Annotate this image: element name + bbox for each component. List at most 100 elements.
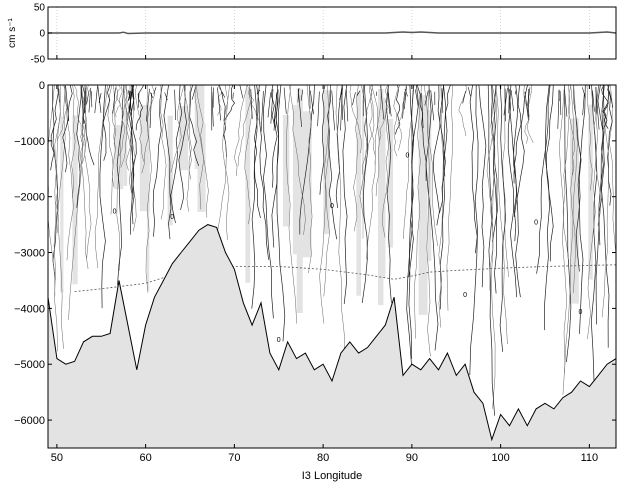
contour-shading (139, 104, 150, 212)
contour-line (423, 85, 439, 247)
contour-line (217, 85, 222, 116)
contour-line (478, 85, 487, 288)
contour-shading (377, 88, 384, 306)
contour-line-surface (404, 86, 407, 110)
contour-shading (60, 116, 64, 293)
contour-line-surface (97, 86, 102, 113)
contour-line (439, 85, 447, 310)
top-plot-frame (47, 6, 617, 60)
contour-line (586, 85, 593, 191)
contour-line-surface (421, 92, 424, 129)
contour-line-surface (356, 90, 361, 96)
contour-line-surface (221, 91, 226, 98)
contour-labels: 0 0 0 0 0 0 0 0 (113, 153, 583, 344)
contour-line-surface (260, 90, 264, 132)
contour-line (443, 85, 451, 177)
contour-line (381, 85, 390, 238)
contour-line-surface (174, 89, 176, 121)
contour-line (214, 85, 230, 248)
contour-line (507, 85, 518, 298)
contour-line-surface (65, 85, 70, 122)
contour-line (299, 85, 315, 235)
contour-line (564, 85, 572, 363)
contour-line (495, 85, 508, 345)
contour-line (152, 85, 163, 237)
contour-line-surface (582, 93, 585, 116)
contour-line (83, 85, 92, 259)
contour-line-surface (346, 89, 349, 122)
contour-line-surface (558, 90, 560, 101)
contour-line-surface (150, 92, 153, 98)
contour-label: 0 (170, 214, 174, 221)
contour-line-surface (164, 92, 168, 101)
contour-line-surface (149, 92, 152, 128)
contour-line-surface (88, 87, 91, 113)
contour-line-surface (146, 88, 150, 122)
contour-line-surface (595, 87, 600, 130)
contour-line (319, 85, 326, 195)
bottom-x-tick-label: 90 (406, 452, 418, 464)
bottom-panel: 0 0 0 0 0 0 0 0 0 −1000 −2000 −3000 −4000 −5000 −6000… (14, 80, 617, 482)
bottom-y-tick-label: −5000 (14, 359, 45, 371)
contour-shading (194, 85, 205, 169)
contour-line (369, 85, 376, 165)
contour-line (489, 85, 496, 291)
contour-line (125, 85, 132, 194)
contour-shading (356, 91, 362, 296)
contour-line (57, 85, 66, 349)
contour-line-surface (128, 91, 131, 101)
contour-line (52, 85, 59, 280)
contour-line (361, 85, 369, 304)
top-x-axis (56, 55, 590, 59)
contour-line-surface (267, 92, 271, 118)
contour-line-surface (524, 91, 529, 120)
contour-line-surface (211, 92, 214, 127)
contour-line-surface (112, 87, 116, 114)
contour-line-surface (430, 90, 435, 121)
contour-line-surface (250, 89, 253, 119)
contour-label: 0 (277, 337, 281, 344)
contour-line-surface (86, 89, 90, 105)
contour-line-surface (380, 85, 385, 120)
contour-line (564, 85, 578, 374)
contour-line (124, 85, 132, 171)
contour-line (270, 85, 278, 188)
contour-line-surface (467, 87, 471, 97)
contour-shading (323, 90, 330, 235)
bottom-y-tick-label: −6000 (14, 415, 45, 427)
contour-line (120, 85, 131, 168)
contour-line (544, 85, 550, 331)
contour-line (306, 85, 313, 274)
contour-line (513, 85, 522, 184)
contour-line-surface (424, 90, 429, 106)
contour-shading (114, 125, 124, 190)
velocity-line (48, 31, 616, 35)
contour-line (73, 85, 84, 142)
contour-shading (123, 105, 128, 187)
contour-line (366, 85, 382, 260)
contour-line (408, 85, 415, 359)
contour-line (223, 85, 236, 122)
contour-line-surface (341, 89, 343, 120)
contour-line (414, 85, 422, 339)
contour-line (256, 85, 269, 260)
contour-line-surface (402, 91, 405, 119)
contour-line-surface (559, 90, 562, 115)
contour-line-surface (414, 89, 419, 107)
contour-label: 0 (463, 292, 467, 299)
contour-line-surface (297, 87, 300, 103)
contour-line-surface (275, 89, 279, 128)
contour-line (130, 85, 135, 225)
contour-line (437, 85, 446, 214)
contour-line-surface (84, 87, 87, 114)
contour-line-surface (137, 93, 140, 108)
velocity-contours (48, 85, 616, 416)
contour-line (81, 85, 95, 166)
contour-line (408, 85, 419, 278)
contour-line-surface (592, 90, 595, 112)
contour-line (577, 85, 586, 334)
contour-line-surface (387, 90, 390, 114)
contour-line-surface (94, 85, 98, 114)
contour-line-surface (300, 89, 303, 101)
contour-line (102, 85, 111, 161)
